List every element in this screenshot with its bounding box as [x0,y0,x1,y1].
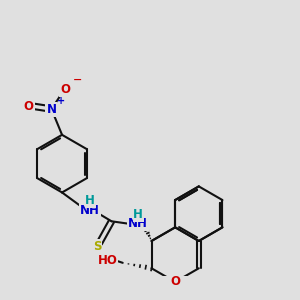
Text: N: N [46,103,56,116]
Text: H: H [85,194,95,207]
Text: H: H [133,208,143,221]
Text: HO: HO [98,254,118,267]
Text: O: O [170,275,180,288]
Text: −: − [73,75,83,85]
Text: NH: NH [128,217,148,230]
Text: NH: NH [80,204,100,217]
Text: S: S [93,240,101,253]
Text: +: + [57,96,65,106]
Text: O: O [60,83,70,96]
Text: O: O [24,100,34,112]
